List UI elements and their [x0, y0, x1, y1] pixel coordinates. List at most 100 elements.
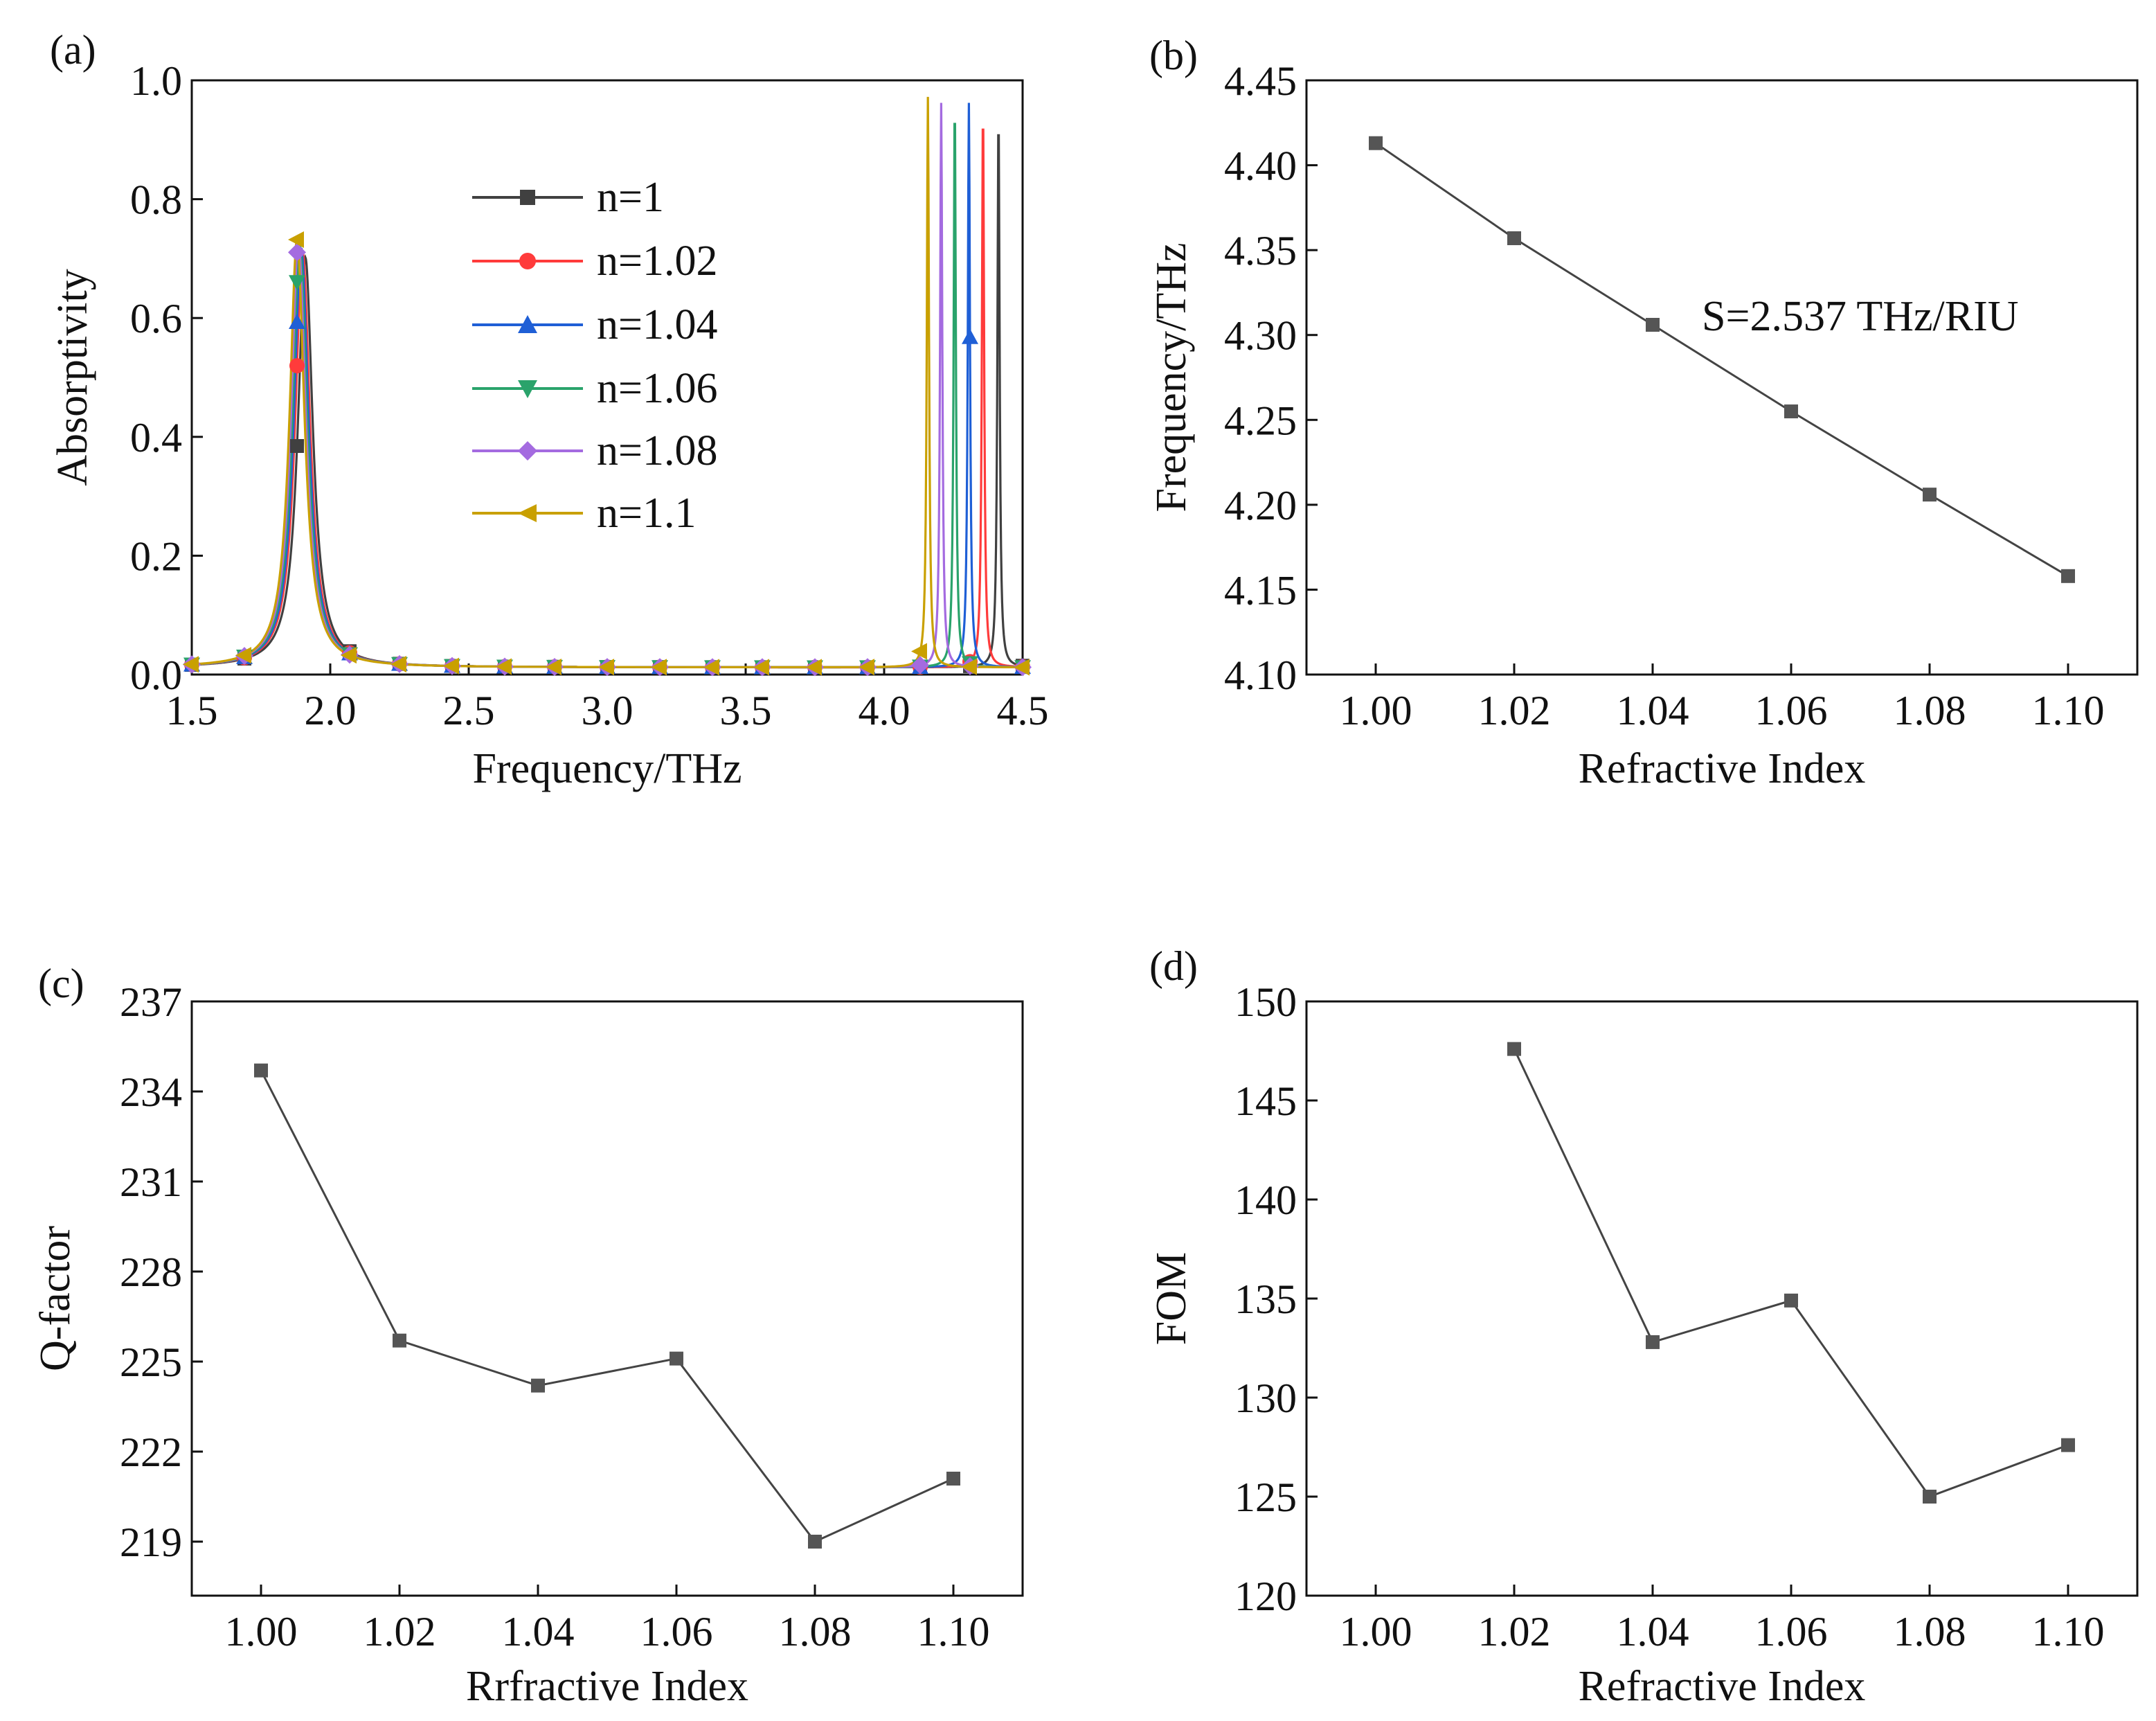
spectrum-marker	[961, 658, 977, 675]
data-point-c	[531, 1378, 545, 1393]
y-tick-label: 4.35	[1224, 228, 1297, 274]
data-point-b	[1507, 231, 1521, 245]
spectrum-marker	[183, 656, 199, 673]
y-axis-title-a: Absorptivity	[49, 269, 96, 485]
x-tick-label: 1.06	[640, 1609, 713, 1655]
spectrum-marker	[859, 659, 874, 676]
x-tick-label: 1.02	[1478, 1609, 1551, 1655]
axis-ticks-d: 1.00 1.02 1.04 1.06 1.08 1.10 120 125 130 135 140 1…	[1234, 979, 2105, 1655]
x-tick-label: 1.02	[363, 1609, 436, 1655]
panel-label-a: (a)	[50, 27, 96, 73]
x-tick-label: 1.10	[2032, 1609, 2105, 1655]
data-point-c	[254, 1063, 268, 1078]
y-tick-label: 4.30	[1224, 313, 1297, 359]
y-tick-label: 120	[1234, 1573, 1297, 1619]
series-c	[254, 1063, 960, 1549]
x-tick-label: 2.0	[305, 688, 357, 733]
spectrum-marker	[911, 643, 927, 660]
spectrum-marker	[703, 659, 719, 676]
x-tick-label: 1.08	[779, 1609, 852, 1655]
y-tick-label: 0.4	[130, 415, 182, 461]
legend-entry-n1: n=1	[472, 174, 664, 221]
y-tick-label: 125	[1234, 1474, 1297, 1520]
series-line-b	[1375, 142, 2069, 578]
legend-entry-n102: n=1.02	[472, 238, 717, 285]
spectrum-marker	[288, 231, 304, 248]
y-axis-title-d: FOM	[1148, 1252, 1195, 1345]
data-point-d	[1784, 1293, 1798, 1308]
x-tick-label: 1.10	[917, 1609, 990, 1655]
spectrum-marker	[911, 656, 929, 675]
x-tick-label: 1.08	[1894, 1609, 1966, 1655]
data-point-c	[670, 1351, 683, 1366]
x-tick-label: 1.06	[1755, 1609, 1828, 1655]
x-tick-label: 1.04	[1617, 688, 1689, 733]
spectrum-marker	[546, 658, 562, 675]
y-tick-label: 222	[120, 1429, 182, 1475]
data-point-d	[1507, 1042, 1521, 1056]
x-tick-label: 2.5	[443, 688, 495, 733]
x-tick-label: 1.00	[1340, 688, 1412, 733]
spectrum-marker	[651, 659, 667, 676]
y-tick-label: 4.10	[1224, 652, 1297, 698]
y-tick-label: 237	[120, 979, 182, 1025]
x-tick-label: 1.06	[1755, 688, 1828, 733]
legend-marker-n108	[518, 441, 537, 461]
series-line-c	[260, 1070, 954, 1543]
data-point-b	[1646, 318, 1660, 332]
spectrum-marker	[390, 655, 406, 672]
y-tick-label: 0.8	[130, 177, 182, 223]
data-point-c	[808, 1535, 822, 1549]
legend-label-n11: n=1.1	[597, 490, 696, 537]
x-axis-title-a: Frequency/THz	[472, 745, 742, 792]
x-tick-label: 1.08	[1894, 688, 1966, 733]
legend-marker-n1	[520, 190, 535, 205]
y-tick-label: 4.45	[1224, 58, 1297, 104]
spectrum-marker	[289, 314, 305, 330]
y-tick-label: 0.6	[130, 296, 182, 341]
x-tick-label: 1.00	[1340, 1609, 1412, 1655]
y-tick-label: 231	[120, 1159, 182, 1205]
legend-entry-n106: n=1.06	[472, 365, 717, 412]
y-tick-label: 1.0	[130, 58, 182, 104]
panel-label-d: (d)	[1149, 943, 1198, 989]
x-tick-label: 4.5	[997, 688, 1049, 733]
legend-label-n102: n=1.02	[597, 238, 717, 285]
spectrum-marker	[288, 243, 306, 262]
spectrum-marker	[235, 647, 251, 664]
panel-b-frequency-vs-index: (b) 1.00 1.02 1.04 1.06 1.08 1.10 4.10 4.15 4.20…	[1148, 33, 2139, 792]
legend-label-n104: n=1.04	[597, 301, 717, 348]
panel-d-fom: (d) 1.00 1.02 1.04 1.06 1.08 1.10 120 125 130 135…	[1148, 943, 2139, 1710]
spectrum-marker	[806, 659, 822, 676]
y-tick-label: 234	[120, 1069, 182, 1115]
legend-label-n106: n=1.06	[597, 365, 717, 412]
x-tick-label: 3.0	[582, 688, 634, 733]
y-tick-label: 228	[120, 1249, 182, 1295]
legend-entry-n108: n=1.08	[472, 427, 717, 474]
spectrum-marker	[598, 659, 614, 676]
plot-frame-b	[1305, 79, 2139, 676]
series-b	[1369, 136, 2075, 583]
y-tick-label: 225	[120, 1339, 182, 1385]
data-point-b	[1784, 404, 1798, 419]
spectrum-marker	[341, 647, 357, 664]
y-tick-label: 150	[1234, 979, 1297, 1025]
data-point-c	[946, 1472, 960, 1486]
spectrum-marker	[1014, 659, 1030, 676]
y-tick-label: 130	[1234, 1375, 1297, 1421]
data-point-d	[1646, 1335, 1660, 1349]
series-d	[1507, 1042, 2075, 1504]
panel-c-q-factor: (c) 1.00 1.02 1.04 1.06 1.08 1.10 219 222 225 228…	[32, 961, 1024, 1710]
data-point-c	[393, 1333, 406, 1348]
x-tick-label: 1.04	[502, 1609, 575, 1655]
legend-marker-n106	[518, 380, 537, 398]
y-tick-label: 0.2	[130, 533, 182, 579]
data-point-d	[2061, 1438, 2075, 1452]
x-tick-label: 3.5	[720, 688, 772, 733]
spectrum-marker	[290, 439, 304, 454]
data-point-b	[1923, 488, 1937, 502]
spectrum-marker	[443, 657, 459, 675]
legend-label-n1: n=1	[597, 174, 664, 221]
y-tick-label: 145	[1234, 1078, 1297, 1124]
